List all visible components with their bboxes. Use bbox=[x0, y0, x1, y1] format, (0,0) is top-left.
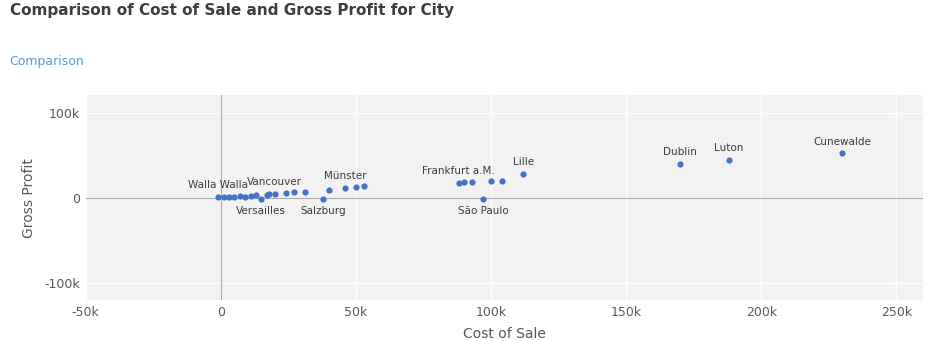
Point bbox=[356, 183, 371, 189]
Point bbox=[259, 192, 274, 197]
Point bbox=[210, 194, 226, 199]
X-axis label: Cost of Sale: Cost of Sale bbox=[463, 327, 546, 341]
Text: Münster: Münster bbox=[324, 170, 367, 181]
Text: São Paulo: São Paulo bbox=[458, 206, 508, 216]
Text: Vancouver: Vancouver bbox=[248, 177, 303, 187]
Text: Versailles: Versailles bbox=[236, 206, 287, 216]
Point bbox=[348, 184, 364, 190]
Point bbox=[494, 178, 509, 183]
Text: Salzburg: Salzburg bbox=[301, 206, 347, 216]
Text: Comparison of Cost of Sale and Gross Profit for City: Comparison of Cost of Sale and Gross Pro… bbox=[10, 3, 454, 18]
Text: Luton: Luton bbox=[714, 143, 744, 153]
Point bbox=[287, 190, 302, 195]
Point bbox=[475, 196, 490, 202]
Text: Comparison: Comparison bbox=[10, 55, 85, 68]
Point bbox=[248, 193, 264, 198]
Text: Frankfurt a.M.: Frankfurt a.M. bbox=[423, 166, 495, 176]
Point bbox=[516, 171, 531, 177]
Point bbox=[262, 192, 277, 197]
Text: Dublin: Dublin bbox=[664, 147, 697, 157]
Point bbox=[232, 193, 248, 199]
Text: Cunewalde: Cunewalde bbox=[813, 136, 871, 147]
Point bbox=[243, 193, 258, 198]
Text: Lille: Lille bbox=[513, 157, 534, 167]
Text: Walla Walla: Walla Walla bbox=[188, 180, 248, 190]
Point bbox=[316, 196, 331, 202]
Point bbox=[254, 196, 269, 202]
Point bbox=[484, 178, 499, 184]
Point bbox=[451, 181, 466, 186]
Point bbox=[227, 194, 242, 199]
Point bbox=[456, 179, 471, 185]
Point bbox=[278, 190, 293, 196]
Point bbox=[338, 185, 353, 190]
Point bbox=[237, 194, 252, 199]
Point bbox=[216, 195, 231, 200]
Y-axis label: Gross Profit: Gross Profit bbox=[22, 158, 36, 238]
Point bbox=[722, 158, 737, 163]
Point bbox=[321, 188, 336, 193]
Point bbox=[297, 189, 312, 195]
Point bbox=[221, 194, 236, 200]
Point bbox=[268, 191, 283, 196]
Point bbox=[835, 151, 850, 156]
Point bbox=[673, 161, 688, 166]
Point bbox=[465, 179, 480, 184]
